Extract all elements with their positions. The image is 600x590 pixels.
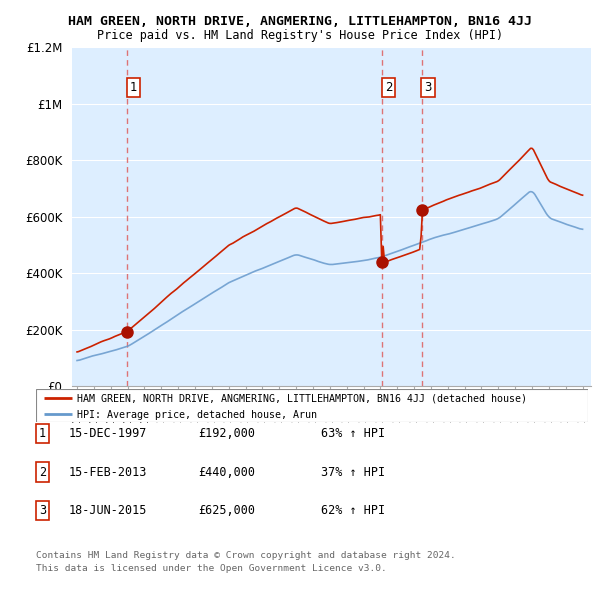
Text: 2: 2 bbox=[39, 466, 46, 478]
Text: HPI: Average price, detached house, Arun: HPI: Average price, detached house, Arun bbox=[77, 409, 317, 419]
Text: Contains HM Land Registry data © Crown copyright and database right 2024.: Contains HM Land Registry data © Crown c… bbox=[36, 551, 456, 560]
Text: Price paid vs. HM Land Registry's House Price Index (HPI): Price paid vs. HM Land Registry's House … bbox=[97, 30, 503, 42]
Text: 15-FEB-2013: 15-FEB-2013 bbox=[69, 466, 148, 478]
Text: 62% ↑ HPI: 62% ↑ HPI bbox=[321, 504, 385, 517]
Text: £192,000: £192,000 bbox=[198, 427, 255, 440]
Text: £625,000: £625,000 bbox=[198, 504, 255, 517]
Text: 37% ↑ HPI: 37% ↑ HPI bbox=[321, 466, 385, 478]
Text: 18-JUN-2015: 18-JUN-2015 bbox=[69, 504, 148, 517]
Text: 1: 1 bbox=[130, 81, 137, 94]
Text: 15-DEC-1997: 15-DEC-1997 bbox=[69, 427, 148, 440]
Text: 3: 3 bbox=[39, 504, 46, 517]
Text: 3: 3 bbox=[424, 81, 432, 94]
Text: HAM GREEN, NORTH DRIVE, ANGMERING, LITTLEHAMPTON, BN16 4JJ: HAM GREEN, NORTH DRIVE, ANGMERING, LITTL… bbox=[68, 15, 532, 28]
Text: £440,000: £440,000 bbox=[198, 466, 255, 478]
Text: This data is licensed under the Open Government Licence v3.0.: This data is licensed under the Open Gov… bbox=[36, 564, 387, 573]
Text: HAM GREEN, NORTH DRIVE, ANGMERING, LITTLEHAMPTON, BN16 4JJ (detached house): HAM GREEN, NORTH DRIVE, ANGMERING, LITTL… bbox=[77, 394, 527, 404]
Text: 2: 2 bbox=[385, 81, 392, 94]
Text: 63% ↑ HPI: 63% ↑ HPI bbox=[321, 427, 385, 440]
Text: 1: 1 bbox=[39, 427, 46, 440]
